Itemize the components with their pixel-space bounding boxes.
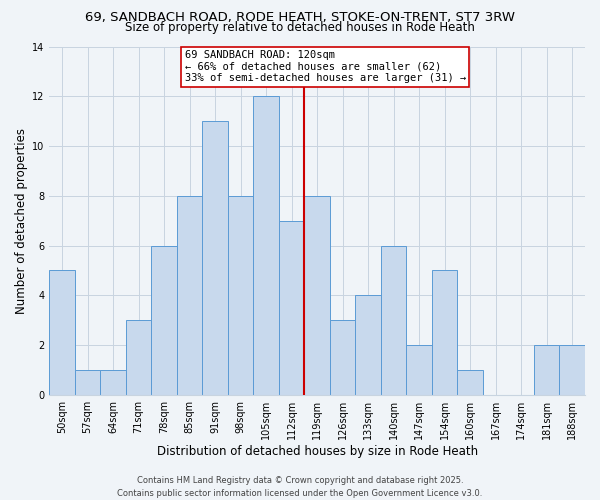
Text: 69, SANDBACH ROAD, RODE HEATH, STOKE-ON-TRENT, ST7 3RW: 69, SANDBACH ROAD, RODE HEATH, STOKE-ON-… [85,11,515,24]
Bar [49,270,75,395]
Bar [126,320,151,395]
Text: 69 SANDBACH ROAD: 120sqm
← 66% of detached houses are smaller (62)
33% of semi-d: 69 SANDBACH ROAD: 120sqm ← 66% of detach… [185,50,466,84]
Bar [381,246,406,395]
Bar [432,270,457,395]
Text: Size of property relative to detached houses in Rode Heath: Size of property relative to detached ho… [125,22,475,35]
Text: Contains HM Land Registry data © Crown copyright and database right 2025.
Contai: Contains HM Land Registry data © Crown c… [118,476,482,498]
Bar [202,121,228,395]
Bar [75,370,100,395]
Bar [330,320,355,395]
Bar [534,345,559,395]
Bar [100,370,126,395]
Bar [559,345,585,395]
Bar [228,196,253,395]
Bar [177,196,202,395]
Bar [151,246,177,395]
Bar [406,345,432,395]
Y-axis label: Number of detached properties: Number of detached properties [15,128,28,314]
Bar [457,370,483,395]
Bar [304,196,330,395]
Bar [355,296,381,395]
Bar [253,96,279,395]
X-axis label: Distribution of detached houses by size in Rode Heath: Distribution of detached houses by size … [157,444,478,458]
Bar [279,220,304,395]
